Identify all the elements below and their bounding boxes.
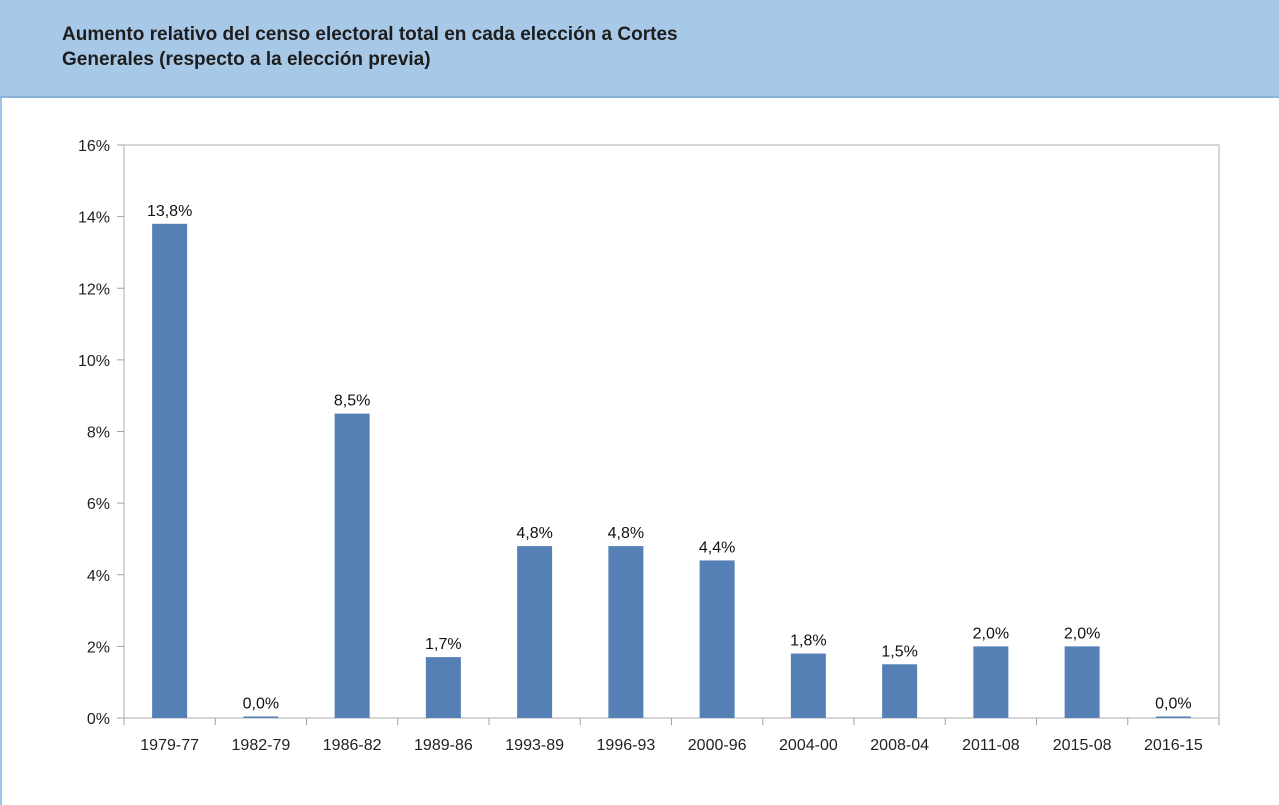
bar — [1064, 646, 1100, 718]
bar — [152, 223, 188, 718]
x-tick-label: 2016-15 — [1144, 737, 1203, 754]
bar — [608, 546, 644, 718]
data-labels: 13,8% 0,0% 8,5% 1,7% 4,8% 4,8% 4,4% 1,8% 1,5% 2,0… — [147, 203, 1192, 713]
y-tick-label: 10% — [78, 353, 110, 370]
bar-value-label: 13,8% — [147, 203, 192, 220]
bar — [790, 653, 826, 718]
bar — [334, 413, 370, 718]
bar-value-label: 4,4% — [699, 539, 735, 556]
bar — [1155, 716, 1191, 718]
bar-value-label: 1,8% — [790, 633, 826, 650]
bar — [425, 657, 461, 718]
bar-value-label: 0,0% — [1155, 696, 1191, 713]
bar-value-label: 8,5% — [334, 393, 370, 410]
chart-title-line-1: Aumento relativo del censo electoral tot… — [62, 24, 678, 45]
x-tick-label: 1979-77 — [140, 737, 199, 754]
y-tick-label: 6% — [87, 496, 110, 513]
plot-area-border — [123, 144, 1220, 719]
chart-title: Aumento relativo del censo electoral tot… — [62, 22, 962, 72]
bar-value-label: 4,8% — [516, 525, 552, 542]
x-tick-label: 1986-82 — [323, 737, 382, 754]
bar — [882, 664, 918, 718]
bar — [699, 560, 735, 718]
bar — [517, 546, 553, 718]
x-tick-label: 2011-08 — [962, 737, 1020, 754]
x-tick-label: 1989-86 — [414, 737, 473, 754]
bar-value-label: 4,8% — [608, 525, 644, 542]
x-tick-label: 2015-08 — [1053, 737, 1112, 754]
y-tick-label: 4% — [87, 568, 110, 585]
chart-title-line-2: Generales (respecto a la elección previa… — [62, 49, 431, 70]
x-tick-label: 2000-96 — [688, 737, 747, 754]
bar-value-label: 2,0% — [1064, 625, 1100, 642]
x-tick-label: 1993-89 — [505, 737, 564, 754]
y-axis: 0% 2% 4% 6% 8% 10% 12% 14% 16% — [78, 138, 124, 728]
chart-header: Aumento relativo del censo electoral tot… — [0, 0, 1279, 98]
y-tick-label: 0% — [87, 711, 110, 728]
bar-value-label: 2,0% — [973, 625, 1009, 642]
x-axis: 1979-77 1982-79 1986-82 1989-86 1993-89 1996-… — [123, 718, 1220, 754]
bar-value-label: 1,7% — [425, 636, 461, 653]
bar-value-label: 1,5% — [881, 643, 917, 660]
x-tick-label: 2008-04 — [870, 737, 929, 754]
y-tick-label: 2% — [87, 639, 110, 656]
x-tick-label: 1982-79 — [232, 737, 291, 754]
y-tick-label: 14% — [78, 210, 110, 227]
bars — [152, 223, 1191, 718]
bar-value-label: 0,0% — [243, 696, 279, 713]
bar — [973, 646, 1009, 718]
x-tick-label: 2004-00 — [779, 737, 838, 754]
y-tick-label: 8% — [87, 425, 110, 442]
x-tick-label: 1996-93 — [597, 737, 656, 754]
y-tick-label: 12% — [78, 281, 110, 298]
y-tick-label: 16% — [78, 138, 110, 155]
bar — [243, 716, 279, 718]
